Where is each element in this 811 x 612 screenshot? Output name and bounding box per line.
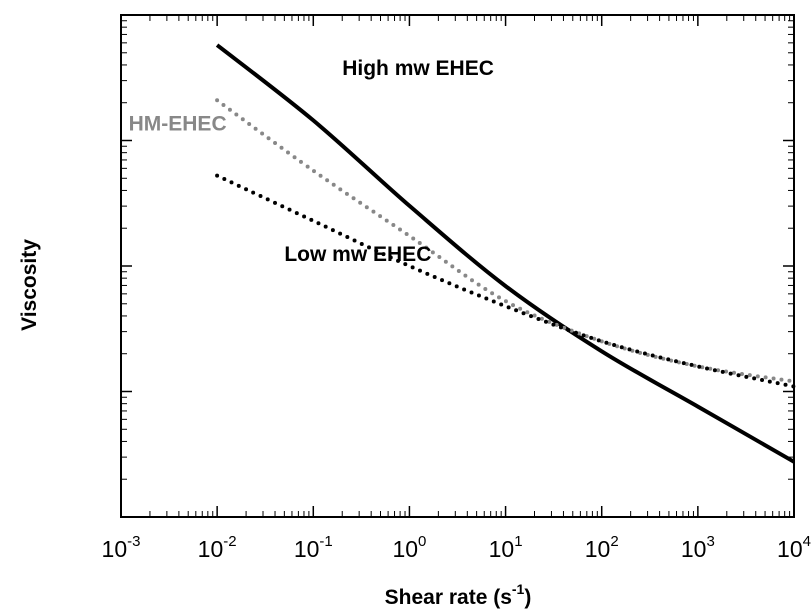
y-axis-title: Viscosity — [18, 239, 41, 331]
x-tick-label: 10-2 — [198, 533, 237, 562]
x-axis-title-superscript: -1 — [512, 581, 525, 597]
plot-frame — [120, 14, 795, 518]
axis-ticks — [120, 14, 795, 518]
x-axis-title-main: Shear rate (s — [385, 586, 512, 609]
x-tick-label: 103 — [681, 533, 715, 562]
series-label-low-mw-ehec: Low mw EHEC — [284, 243, 431, 266]
series-label-hm-ehec: HM-EHEC — [129, 112, 227, 135]
series-layer — [215, 43, 796, 464]
x-tick-label: 100 — [392, 533, 426, 562]
series-label-high-mw-ehec: High mw EHEC — [342, 57, 494, 80]
x-axis-title: Shear rate (s-1) — [385, 581, 532, 609]
x-tick-labels: 10-3 10-2 10-1 100 101 102 103 104 — [102, 533, 811, 562]
x-tick-label: 102 — [585, 533, 619, 562]
x-tick-label: 10-1 — [294, 533, 333, 562]
x-tick-label: 10-3 — [102, 533, 141, 562]
series-annotations: High mw EHEC HM-EHEC Low mw EHEC — [129, 57, 494, 266]
series-line-high-mw-ehec — [215, 43, 795, 464]
x-tick-label: 104 — [777, 533, 811, 562]
series-line-hm-ehec — [215, 98, 796, 384]
series-line-low-mw-ehec — [215, 173, 796, 389]
x-axis-title-end: ) — [524, 586, 531, 609]
x-tick-label: 101 — [489, 533, 523, 562]
